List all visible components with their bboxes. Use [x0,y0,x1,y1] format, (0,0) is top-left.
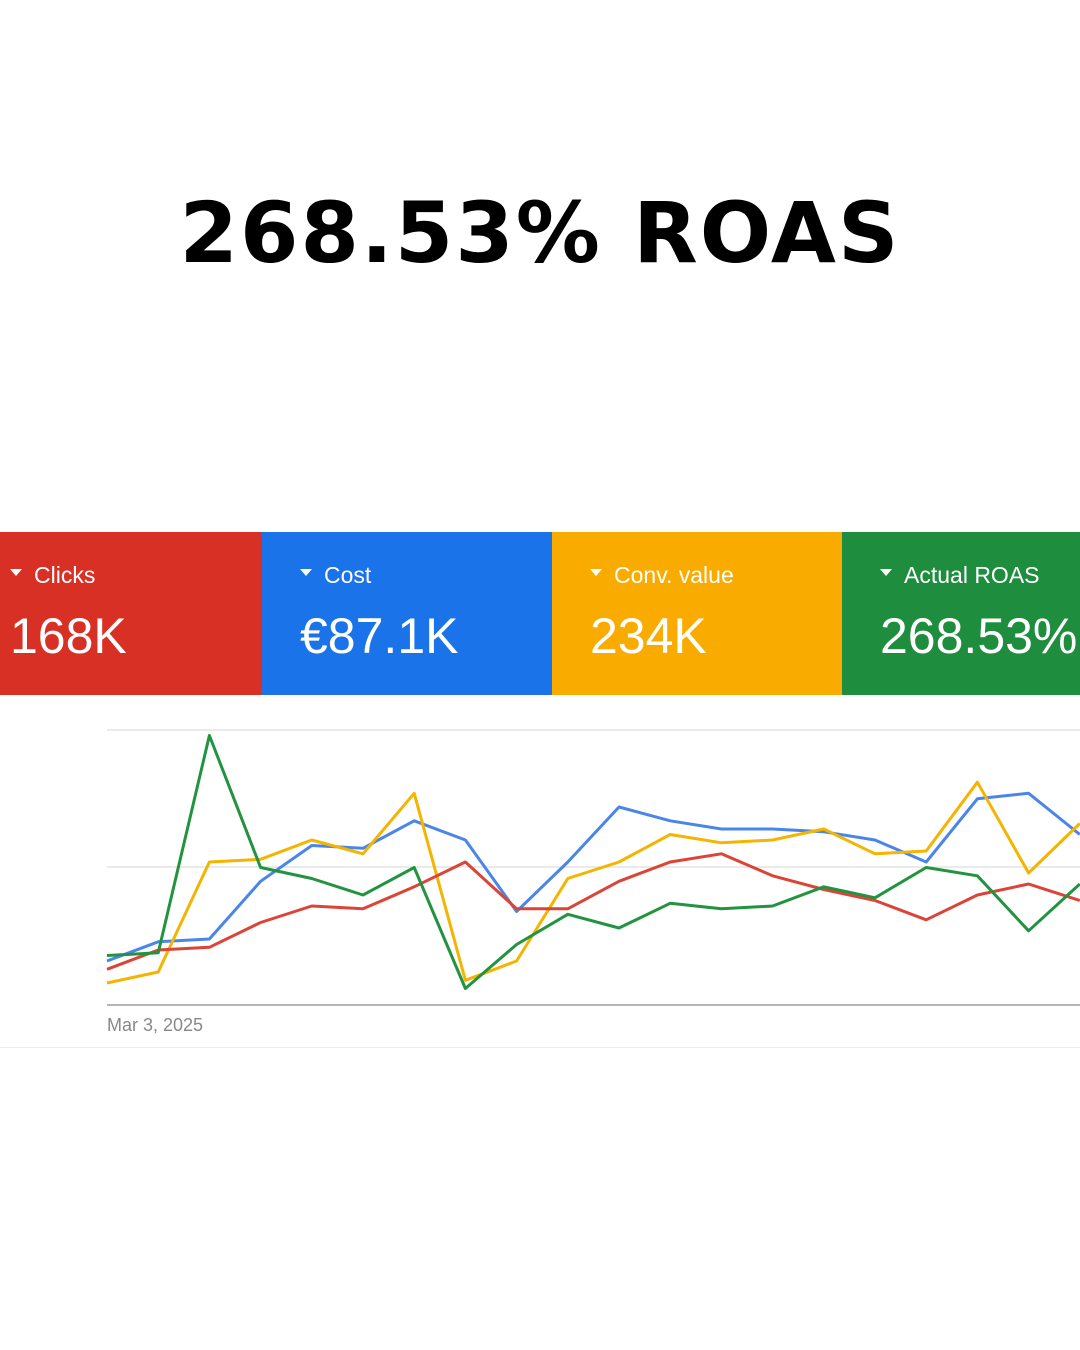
metric-value: 268.53% [880,608,1078,664]
metric-label: Cost [324,562,372,588]
metric-value: €87.1K [300,608,459,664]
metric-card-conv-value[interactable]: Conv. value 234K [552,532,842,695]
caret-down-icon[interactable] [10,569,22,576]
metric-label-row: Conv. value [590,562,734,590]
caret-down-icon[interactable] [590,569,602,576]
series-line-clicks [106,852,1080,971]
chart-svg [106,729,1080,1006]
metric-label-row: Cost [300,562,371,590]
metric-cards: Clicks 168K Cost €87.1K Conv. value 234K… [0,532,1080,695]
metric-card-cost[interactable]: Cost €87.1K [262,532,552,695]
metric-card-clicks[interactable]: Clicks 168K [0,532,262,695]
metric-label-row: Actual ROAS [880,562,1040,590]
x-axis-start-date: Mar 3, 2025 [107,1015,204,1035]
chart-bottom-divider [0,1047,1080,1048]
metric-label-row: Clicks [10,562,95,590]
headline: 268.53% ROAS [179,184,901,282]
metric-value: 168K [10,608,127,664]
metric-card-actual-roas[interactable]: Actual ROAS 268.53% [842,532,1080,695]
metric-label: Actual ROAS [904,562,1040,588]
series-line-conv-value [106,780,1080,985]
metric-value: 234K [590,608,707,664]
caret-down-icon[interactable] [300,569,312,576]
caret-down-icon[interactable] [880,569,892,576]
metric-label: Clicks [34,562,96,588]
series-line-cost [106,791,1080,963]
series-line-actual-roas [106,734,1080,990]
metric-label: Conv. value [614,562,734,588]
series-lines [106,734,1080,990]
performance-chart [0,700,1080,1048]
